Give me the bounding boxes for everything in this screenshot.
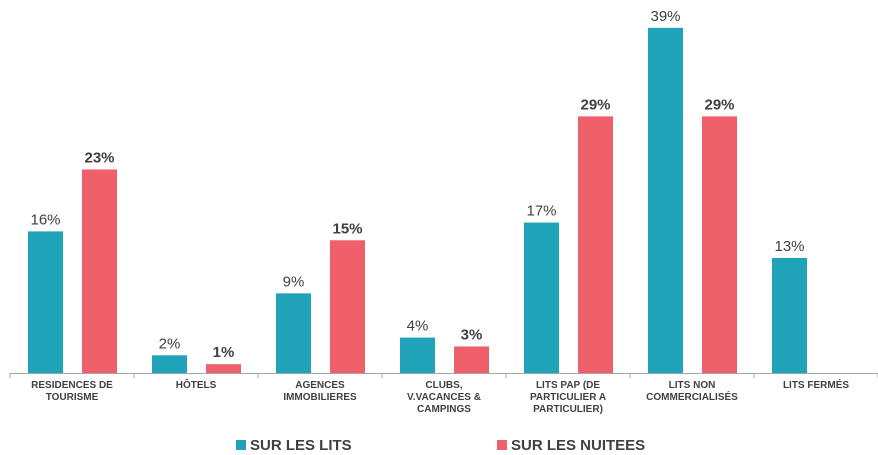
value-label: 3% — [461, 326, 483, 343]
x-tick-label: RESIDENCES DE TOURISME — [31, 380, 113, 403]
bar — [206, 364, 241, 373]
x-tick-label: HÔTELS — [175, 380, 217, 391]
x-tick-label: CLUBS, V.VACANCES & CAMPINGS — [407, 380, 481, 415]
value-label: 29% — [580, 96, 610, 113]
bar — [772, 257, 807, 373]
bar — [152, 355, 187, 373]
bar — [400, 337, 435, 373]
legend-label: SUR LES LITS — [250, 437, 352, 454]
value-label: 16% — [30, 211, 60, 228]
legend-label: SUR LES NUITEES — [511, 437, 645, 454]
value-label: 29% — [704, 96, 734, 113]
x-tick-label: LITS FERMÉS — [782, 380, 850, 391]
bar — [28, 231, 63, 373]
value-label: 13% — [774, 238, 804, 255]
value-label: 9% — [283, 273, 305, 290]
bar — [648, 27, 683, 373]
bar — [454, 346, 489, 373]
bar — [702, 116, 737, 373]
value-label: 4% — [407, 318, 429, 335]
value-label: 39% — [650, 8, 680, 25]
legend-swatch — [236, 440, 246, 450]
value-label: 17% — [526, 203, 556, 220]
x-tick-label: LITS NON COMMERCIALISÉS — [646, 380, 738, 403]
bar — [524, 222, 559, 373]
legend-swatch — [497, 440, 507, 450]
bar — [82, 169, 117, 373]
value-label: 1% — [213, 344, 235, 361]
value-label: 15% — [332, 220, 362, 237]
value-label: 23% — [84, 149, 114, 166]
value-label: 2% — [159, 335, 181, 352]
bar — [276, 293, 311, 373]
bar — [578, 116, 613, 373]
x-tick-label: LITS PAP (DE PARTICULIER A PARTICULIER) — [529, 380, 607, 415]
bar — [330, 240, 365, 373]
x-tick-label: AGENCES IMMOBILIERES — [283, 380, 357, 403]
